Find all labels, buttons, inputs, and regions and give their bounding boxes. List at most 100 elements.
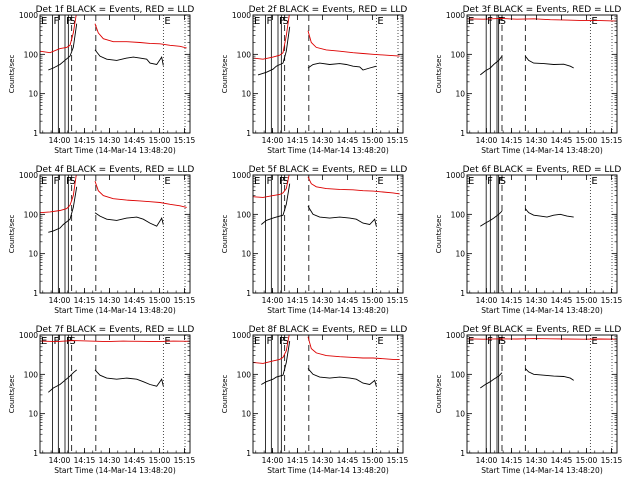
y-tick-label: 10 — [28, 410, 38, 419]
y-tick-label: 100 — [451, 370, 466, 379]
series-lld-line — [253, 15, 290, 60]
x-tick-label: 15:15 — [174, 136, 196, 145]
y-tick-label: 100 — [24, 50, 39, 59]
y-axis-label: Counts/sec — [8, 375, 16, 414]
x-tick-label: 14:15 — [287, 136, 309, 145]
marker-label: E — [468, 336, 474, 347]
x-tick-label: 15:00 — [362, 296, 384, 305]
y-tick-label: 10 — [455, 90, 465, 99]
y-axis-label: Counts/sec — [435, 215, 443, 254]
x-tick-label: 15:15 — [174, 296, 196, 305]
series-events-line — [48, 23, 78, 71]
series-lld-line — [467, 338, 617, 340]
marker-label: E — [468, 176, 474, 187]
x-tick-label: 15:15 — [174, 456, 196, 465]
series-events-line — [261, 341, 291, 385]
marker-label: S — [69, 16, 75, 27]
series-lld-line — [40, 15, 77, 54]
series-events-line — [307, 62, 377, 71]
y-tick-label: 1000 — [446, 11, 465, 20]
marker-label: S — [500, 336, 506, 347]
y-tick-label: 100 — [237, 370, 252, 379]
x-tick-label: 14:45 — [124, 296, 146, 305]
series-lld-line — [40, 340, 190, 343]
panel-title: Det 7f BLACK = Events, RED = LLD — [36, 325, 195, 335]
marker-label: F — [498, 16, 504, 27]
panel-title: Det 9f BLACK = Events, RED = LLD — [463, 325, 622, 335]
panel-title: Det 5f BLACK = Events, RED = LLD — [249, 165, 408, 175]
x-axis-label: Start Time (14-Mar-14 13:48:20) — [481, 306, 603, 315]
panel-title: Det 2f BLACK = Events, RED = LLD — [249, 5, 408, 15]
marker-label: E — [591, 176, 597, 187]
marker-label: F — [66, 336, 72, 347]
y-tick-label: 100 — [237, 50, 252, 59]
panel-title: Det 1f BLACK = Events, RED = LLD — [36, 5, 195, 15]
plot-frame — [466, 334, 618, 454]
series-events-line — [307, 368, 377, 387]
plot-frame — [39, 334, 191, 454]
panel-title: Det 3f BLACK = Events, RED = LLD — [463, 5, 622, 15]
marker-label: E — [377, 16, 383, 27]
y-axis-label: Counts/sec — [435, 375, 443, 414]
x-axis-label: Start Time (14-Mar-14 13:48:20) — [481, 466, 603, 475]
x-tick-label: 14:30 — [99, 456, 121, 465]
y-tick-label: 10 — [241, 90, 251, 99]
x-tick-label: 14:00 — [262, 456, 284, 465]
marker-label: F — [54, 176, 60, 187]
x-tick-label: 15:15 — [601, 136, 623, 145]
x-tick-label: 14:30 — [312, 296, 334, 305]
marker-label: E — [254, 176, 260, 187]
x-tick-label: 15:00 — [362, 456, 384, 465]
x-tick-label: 14:15 — [74, 296, 96, 305]
x-axis-label: Start Time (14-Mar-14 13:48:20) — [54, 306, 176, 315]
x-tick-label: 15:00 — [576, 136, 598, 145]
x-tick-label: 15:15 — [387, 296, 409, 305]
y-tick-label: 10 — [241, 410, 251, 419]
marker-label: F — [267, 16, 273, 27]
y-tick-label: 100 — [451, 210, 466, 219]
panel-title: Det 8f BLACK = Events, RED = LLD — [249, 325, 408, 335]
series-lld-line — [253, 335, 290, 364]
marker-label: E — [377, 336, 383, 347]
marker-label: E — [254, 16, 260, 27]
x-tick-label: 14:30 — [526, 136, 548, 145]
plot-frame — [466, 14, 618, 134]
x-axis-label: Start Time (14-Mar-14 13:48:20) — [481, 146, 603, 155]
series-lld-line — [307, 336, 400, 360]
series-lld-line — [467, 17, 617, 22]
y-tick-label: 100 — [24, 210, 39, 219]
marker-label: E — [164, 16, 170, 27]
x-axis-label: Start Time (14-Mar-14 13:48:20) — [267, 146, 389, 155]
series-lld-line — [94, 23, 187, 49]
x-tick-label: 15:15 — [601, 296, 623, 305]
marker-label: F — [487, 176, 493, 187]
y-tick-label: 1 — [460, 129, 465, 138]
x-tick-label: 14:45 — [124, 136, 146, 145]
marker-label: S — [282, 176, 288, 187]
y-tick-label: 1000 — [446, 331, 465, 340]
marker-label: E — [591, 336, 597, 347]
x-tick-label: 15:00 — [149, 136, 171, 145]
panel-title: Det 4f BLACK = Events, RED = LLD — [36, 165, 195, 175]
marker-label: S — [69, 336, 75, 347]
x-tick-label: 15:00 — [362, 136, 384, 145]
x-tick-label: 14:30 — [526, 456, 548, 465]
x-tick-label: 14:45 — [551, 456, 573, 465]
marker-label: E — [377, 176, 383, 187]
marker-label: F — [498, 336, 504, 347]
y-tick-label: 100 — [451, 50, 466, 59]
x-tick-label: 14:00 — [476, 296, 498, 305]
y-tick-label: 1000 — [232, 11, 251, 20]
series-lld-line — [94, 180, 187, 208]
x-tick-label: 14:15 — [501, 296, 523, 305]
plot-frame — [39, 14, 191, 134]
x-tick-label: 14:30 — [99, 136, 121, 145]
marker-label: E — [41, 16, 47, 27]
